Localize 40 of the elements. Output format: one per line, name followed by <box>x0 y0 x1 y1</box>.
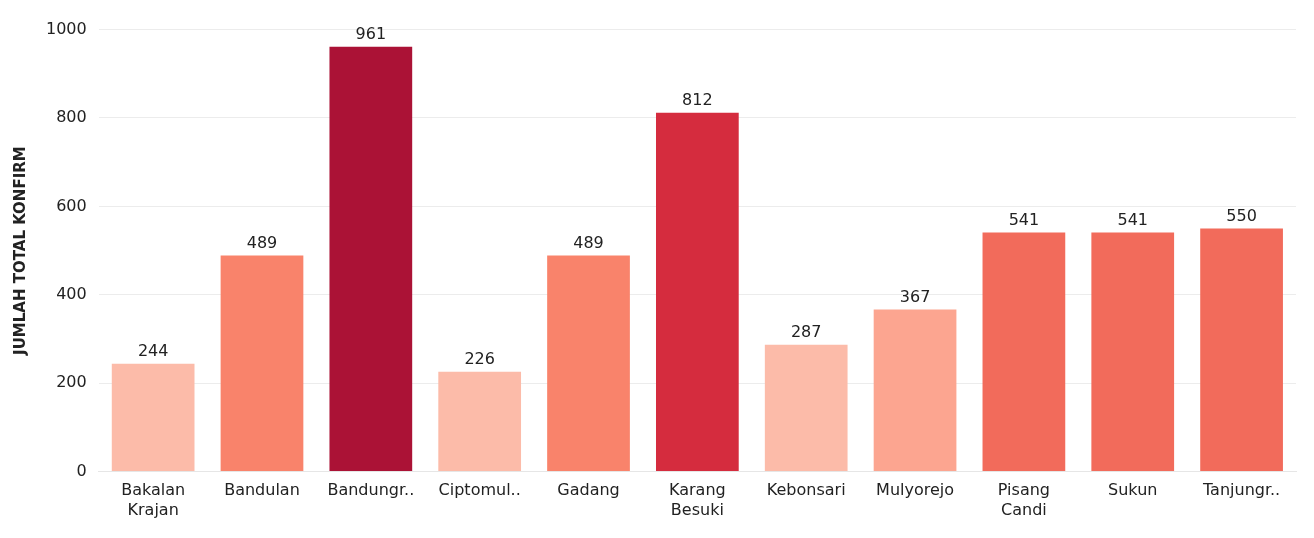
data-label: 489 <box>573 232 604 252</box>
y-axis-title: JUMLAH TOTAL KONFIRM <box>10 146 29 356</box>
y-tick-label: 0 <box>76 460 87 480</box>
data-label: 226 <box>464 348 495 368</box>
bar <box>873 309 957 472</box>
x-tick-label: Gadang <box>557 480 620 500</box>
bar <box>111 363 195 472</box>
data-label: 812 <box>682 89 713 109</box>
bar <box>220 255 304 472</box>
x-tick-label: Karang Besuki <box>669 480 726 519</box>
y-tick-label: 1000 <box>46 18 87 38</box>
x-tick-label: Mulyorejo <box>876 480 955 500</box>
x-tick-label: Bandulan <box>224 480 300 500</box>
data-label: 489 <box>246 232 278 252</box>
x-tick-label: Pisang Candi <box>997 480 1050 519</box>
data-label: 961 <box>355 23 387 43</box>
bar <box>547 255 630 472</box>
y-tick-label: 400 <box>56 283 87 303</box>
data-label: 541 <box>1008 209 1040 229</box>
bar <box>764 344 848 472</box>
y-tick-label: 600 <box>56 195 87 215</box>
bar <box>1091 232 1175 472</box>
data-label: 550 <box>1226 205 1257 225</box>
x-tick-label: Kebonsari <box>766 480 846 500</box>
x-tick-label: Bakalan Krajan <box>121 480 186 519</box>
data-label: 244 <box>137 340 169 360</box>
y-tick-label: 200 <box>56 372 87 392</box>
bar <box>656 112 739 472</box>
bar <box>982 232 1066 472</box>
x-tick-label: Ciptomul.. <box>438 480 521 500</box>
data-label: 367 <box>899 286 931 306</box>
data-label: 541 <box>1117 209 1149 229</box>
bar <box>438 371 522 472</box>
data-label: 287 <box>790 321 822 341</box>
bar <box>329 46 413 472</box>
y-tick-label: 800 <box>56 107 87 127</box>
x-tick-label: Bandungr.. <box>327 480 415 500</box>
x-tick-label: Sukun <box>1108 480 1158 500</box>
x-tick-label: Tanjungr.. <box>1201 480 1281 500</box>
bar <box>1200 228 1283 472</box>
